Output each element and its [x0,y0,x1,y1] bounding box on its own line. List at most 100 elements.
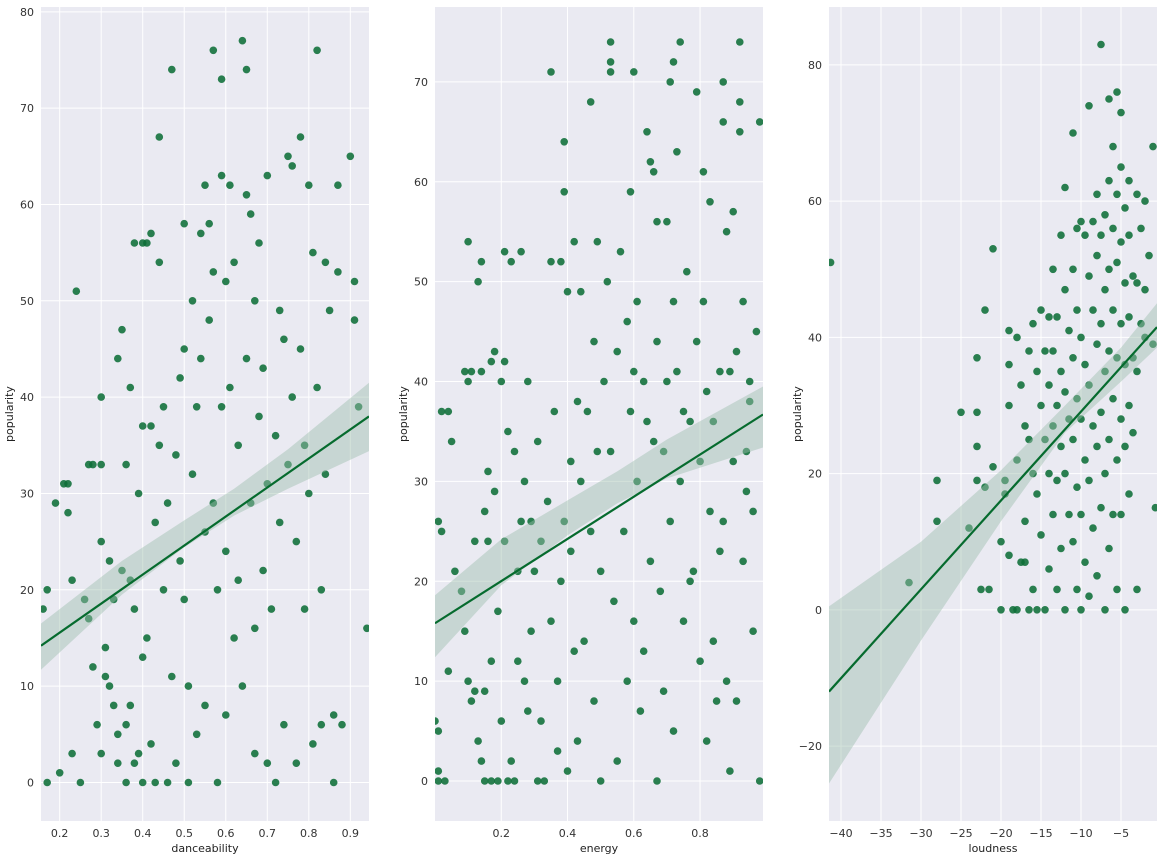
data-point [514,657,522,665]
data-point [1069,265,1077,274]
data-point [560,138,568,146]
data-point [739,557,747,566]
data-point [673,367,681,376]
data-point [105,682,114,690]
data-point [1117,163,1125,171]
data-point [557,257,565,266]
y-tick-label: 70 [414,76,428,89]
data-point [1025,347,1033,355]
data-point [524,377,532,386]
data-point [201,701,209,710]
data-point [1085,102,1093,110]
y-tick-label: 80 [20,6,34,19]
data-point [1081,456,1089,464]
data-point [676,477,684,486]
data-point [467,697,476,705]
data-point [1013,456,1021,464]
data-point [197,229,205,238]
y-tick-label: 40 [414,376,428,389]
data-point [296,345,305,353]
y-tick-label: 20 [20,584,34,597]
plot-marks [41,36,369,787]
data-point [722,227,731,236]
data-point [1053,476,1061,485]
data-point [1069,435,1077,444]
data-point [76,778,85,787]
data-point [577,477,585,486]
data-point [1113,456,1121,464]
confidence-band [435,386,763,658]
data-point [350,277,359,286]
data-point [180,595,188,604]
data-point [570,237,578,246]
data-point [583,407,592,416]
data-point [1029,319,1037,328]
data-point [507,757,515,765]
data-point [1069,537,1077,546]
data-point [296,133,305,141]
data-point [639,647,648,655]
data-point [646,557,655,566]
data-point [573,397,582,406]
data-point [471,687,479,695]
data-point [683,267,691,276]
data-point [238,36,247,45]
data-point [729,457,737,466]
data-point [726,367,734,376]
x-tick-label: 0.8 [691,827,709,840]
data-point [553,747,562,755]
data-point [749,507,757,516]
data-point [1045,469,1053,478]
data-point [1151,503,1157,512]
y-tick-label: 20 [808,468,822,481]
data-point [1073,224,1081,233]
data-point [89,663,97,671]
data-point [623,677,631,685]
data-point [517,247,525,256]
data-point [527,627,535,635]
data-point [300,605,309,613]
data-point [484,537,492,546]
data-point [1033,606,1041,614]
data-point [1121,360,1129,369]
x-tick-label: −30 [909,827,932,840]
data-point [334,181,342,189]
data-point [1077,606,1085,614]
y-tick-label: 50 [20,295,34,308]
data-point [1013,333,1021,342]
data-point [1045,381,1053,389]
data-point [736,128,744,136]
data-point [973,354,981,362]
data-point [973,476,981,485]
data-point [134,489,143,498]
y-tick-label: 60 [808,195,822,208]
data-point [242,191,251,199]
data-point [1093,251,1101,260]
data-point [600,377,608,386]
data-point [1125,313,1133,321]
data-point [172,759,180,767]
data-point [630,367,638,376]
data-point [736,98,744,106]
data-point [981,306,989,314]
y-axis-label: popularity [397,386,410,442]
data-point [234,576,242,584]
x-tick-label: 0.5 [175,827,193,840]
data-point [280,335,288,344]
data-point [1137,224,1145,233]
x-tick-label: −35 [869,827,892,840]
data-point [1109,510,1117,519]
data-point [745,377,754,386]
data-point [1105,544,1113,553]
data-point [524,707,532,715]
data-point [490,347,499,356]
data-point [1065,326,1073,335]
data-point [292,537,301,546]
data-point [1093,340,1101,349]
data-point [234,441,242,450]
data-point [530,567,539,576]
data-point [1117,415,1125,423]
data-point [1085,381,1093,389]
data-point [138,653,147,661]
data-point [126,383,135,392]
